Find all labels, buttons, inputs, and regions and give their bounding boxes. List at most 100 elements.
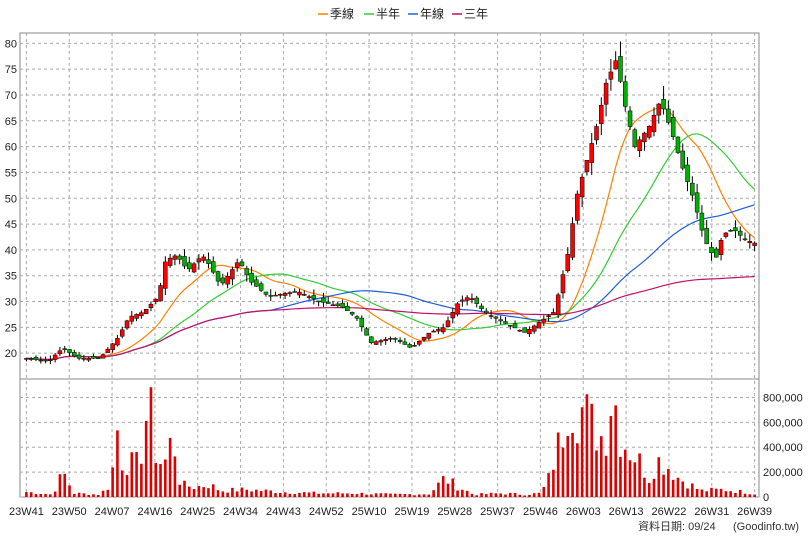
candle-body [685,164,690,182]
volume-bar [144,420,148,497]
volume-bar [609,416,613,497]
candle-body [426,332,432,339]
volume-bar [441,476,445,497]
volume-bar [528,494,531,497]
candle-body [321,297,326,303]
candle-body [287,292,293,294]
volume-bar [734,493,737,497]
candle-body [608,71,614,80]
candle-body [369,336,374,343]
candle-body [397,339,403,342]
volume-tick-label: 400,000 [763,442,803,454]
candle-body [378,340,384,343]
volume-bar [475,495,479,497]
price-tick-label: 70 [5,90,17,102]
candle-body [412,345,417,347]
volume-bar [599,436,603,497]
candle-body [613,60,618,70]
volume-bar [743,493,747,497]
candle-body [440,327,446,333]
x-tick-label: 25W10 [352,506,387,518]
candle-body [33,357,39,360]
volume-bar [226,492,229,497]
volume-bar [279,492,282,497]
volume-bar [393,493,397,497]
candle-body [115,338,120,346]
candle-body [541,318,547,323]
volume-bar [427,494,431,497]
volume-tick-label: 800,000 [763,392,803,404]
volume-bar [638,453,641,497]
volume-bar [384,493,388,497]
volume-bar [240,487,244,497]
volume-bar [101,490,105,497]
candle-body [43,359,48,362]
price-tick-label: 25 [5,322,17,334]
candle-body [311,295,317,300]
candle-body [584,160,590,173]
candle-body [642,132,647,143]
candle-body [52,354,58,360]
candle-body [493,316,499,319]
candle-body [709,246,714,254]
candle-body [416,340,422,345]
volume-bar [532,493,536,497]
candle-body [158,285,163,302]
price-tick-label: 65 [5,116,17,128]
moving-average-lines [26,107,756,361]
candle-body [455,303,460,315]
candle-body [364,328,369,336]
candle-body [675,136,681,153]
candle-body [86,358,91,361]
volume-bar [68,485,71,497]
x-axis: 23W41 23W50 24W07 24W16 24W25 24W34 24W43 24W52… [9,506,772,518]
volume-bar [595,450,598,497]
volume-bar [561,447,565,497]
candle-body [306,296,312,298]
candle-body [670,116,676,138]
volume-bar [58,474,62,497]
candle-body [129,315,135,322]
candle-body [661,99,666,110]
x-tick-label: 26W03 [566,506,601,518]
volume-bar [346,493,349,497]
x-tick-label: 25W19 [394,506,429,518]
candle-body [187,262,192,270]
candle-body [38,359,44,362]
volume-bar [360,492,364,497]
candle-body [96,357,101,359]
volume-bar [537,492,541,497]
moving-average-line [26,276,755,361]
volume-bar [29,492,33,497]
candle-body [57,350,63,355]
price-tick-label: 35 [5,271,17,283]
candle-body [421,336,427,341]
candle-body [67,349,72,353]
volume-bar [700,489,704,497]
candle-body [359,317,365,327]
candle-body [531,325,537,332]
candle-body [536,322,542,329]
candle-body [527,329,532,335]
x-tick-label: 24W16 [137,506,172,518]
volume-bar [374,493,378,497]
candle-body [167,257,173,266]
volume-bar [643,477,646,497]
candle-body [182,256,187,267]
volume-bar [25,492,28,497]
candle-body [206,259,211,264]
candle-body [431,330,436,333]
candle-body [28,358,34,360]
candle-body [91,356,96,359]
volume-bar [470,493,474,497]
grid [20,33,759,498]
volume-bar [465,490,469,497]
candle-body [282,293,288,296]
candle-body [119,329,125,337]
volume-bar [485,494,488,497]
candle-body [742,238,748,241]
volume-bar [422,494,426,497]
candle-body [244,268,250,276]
candle-body [718,240,724,255]
candle-body [402,341,408,345]
